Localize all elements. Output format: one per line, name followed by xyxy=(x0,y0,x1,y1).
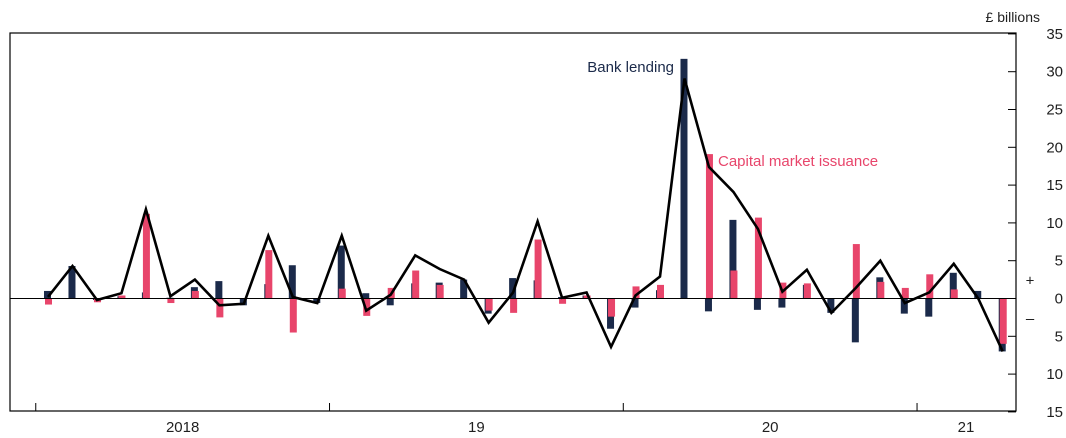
capital-market-issuance-bar xyxy=(363,298,371,316)
capital-market-issuance-bar xyxy=(608,298,616,317)
bank-lending-bar xyxy=(827,298,835,313)
bank-lending-bar xyxy=(680,58,688,299)
x-tick-label: 20 xyxy=(762,419,779,433)
y-tick-label: 10 xyxy=(1046,366,1063,383)
capital-market-issuance-bar xyxy=(901,287,909,299)
capital-market-issuance-bar xyxy=(289,298,297,333)
capital-market-issuance-bar xyxy=(632,286,640,299)
bank-lending-bar xyxy=(900,298,908,314)
y-tick-label: 5 xyxy=(1055,328,1063,345)
bank-lending-bar xyxy=(704,298,712,312)
capital-market-issuance-bar xyxy=(265,250,273,299)
plot-frame xyxy=(9,32,1017,412)
y-plus-sign: + xyxy=(1026,273,1035,290)
y-minus-sign: – xyxy=(1026,310,1035,327)
bank-lending-bar xyxy=(925,298,933,317)
capital-market-issuance-bar xyxy=(216,298,224,318)
capital-market-issuance-bar xyxy=(803,283,811,299)
capital-market-issuance-bar xyxy=(950,289,958,299)
x-tick-label: 19 xyxy=(468,419,485,433)
capital-market-issuance-bar xyxy=(730,270,738,299)
total-line xyxy=(46,78,1004,352)
bank-lending-bar xyxy=(974,290,982,299)
capital-market-issuance-bar xyxy=(510,298,518,313)
y-tick-label: 25 xyxy=(1046,102,1063,119)
y-tick-label: 15 xyxy=(1046,404,1063,421)
capital-market-issuance-bar xyxy=(754,217,762,299)
capital-market-issuance-bar xyxy=(436,284,444,299)
capital-market-issuance-bar xyxy=(142,213,150,299)
y-tick-label: 35 xyxy=(1046,26,1063,43)
capital-market-issuance-bar xyxy=(485,298,493,311)
bank-lending-bar xyxy=(778,298,786,308)
capital-market-issuance-bar xyxy=(852,244,860,299)
y-axis: 35 30 25 20 15 10 5 0 5 10 15 + – xyxy=(1008,26,1063,421)
bank-lending-bar xyxy=(851,298,859,343)
bars-layer xyxy=(44,58,1007,352)
annotation-bank-lending: Bank lending xyxy=(587,59,674,76)
bank-lending-bar xyxy=(215,281,223,299)
capital-market-issuance-bar xyxy=(191,290,199,299)
capital-market-issuance-bar xyxy=(412,270,420,299)
x-axis: 2018 19 20 21 xyxy=(35,403,975,436)
x-tick-label: 21 xyxy=(958,419,975,433)
capital-market-issuance-bar xyxy=(877,281,885,299)
capital-market-issuance-bar xyxy=(45,298,52,305)
capital-market-issuance-bar xyxy=(167,298,175,304)
bank-lending-bar xyxy=(44,290,51,299)
bank-lending-bar xyxy=(288,265,296,299)
bank-lending-bar xyxy=(362,293,370,299)
capital-market-issuance-bar xyxy=(118,295,126,299)
capital-market-issuance-bar xyxy=(559,298,567,304)
y-tick-label: 10 xyxy=(1046,215,1063,232)
bank-lending-bar xyxy=(729,219,737,299)
bank-lending-bar xyxy=(509,278,517,299)
y-tick-label: 20 xyxy=(1046,139,1063,156)
capital-market-issuance-bar xyxy=(657,284,664,299)
annotation-capital-market-issuance: Capital market issuance xyxy=(718,153,878,170)
y-tick-label: 5 xyxy=(1055,253,1063,270)
capital-market-issuance-bar xyxy=(999,298,1007,344)
capital-market-issuance-bar xyxy=(926,274,934,299)
bank-lending-bar xyxy=(631,298,639,308)
y-tick-label: 15 xyxy=(1046,177,1063,194)
capital-market-issuance-bar xyxy=(534,239,542,299)
bank-lending-bar xyxy=(460,279,468,299)
bank-lending-bar xyxy=(386,298,394,306)
bank-lending-bar xyxy=(753,298,761,310)
capital-market-issuance-bar xyxy=(338,288,346,299)
capital-market-issuance-bar xyxy=(705,154,713,299)
y-tick-label: 30 xyxy=(1046,64,1063,81)
y-axis-unit-label: £ billions xyxy=(986,9,1040,25)
bank-lending-bar xyxy=(337,245,345,299)
total-line-layer xyxy=(46,78,1004,352)
bank-lending-bar xyxy=(949,272,957,299)
capital-market-issuance-bar xyxy=(583,295,591,299)
y-tick-label: 0 xyxy=(1055,291,1063,308)
bank-lending-bar xyxy=(68,265,76,299)
x-tick-label: 2018 xyxy=(166,419,199,433)
